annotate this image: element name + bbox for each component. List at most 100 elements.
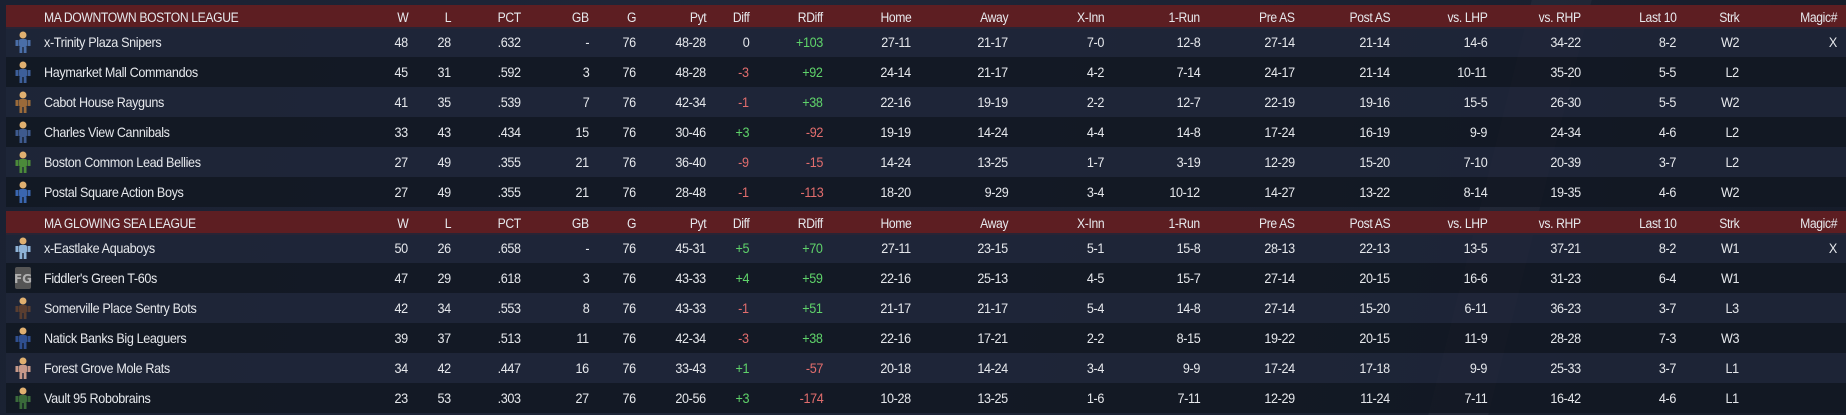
aquaboy-mascot-icon xyxy=(11,236,35,260)
team-name[interactable]: Vault 95 Robobrains xyxy=(44,390,151,406)
stat-gb: 7 xyxy=(582,94,589,110)
column-header-l[interactable]: L xyxy=(444,215,452,231)
column-header-home[interactable]: Home xyxy=(880,215,911,231)
column-header-away[interactable]: Away xyxy=(979,215,1008,231)
column-header-rdiff[interactable]: RDiff xyxy=(798,9,823,25)
stat-pre-as: 28-13 xyxy=(1264,240,1296,256)
column-header-pct[interactable]: PCT xyxy=(497,9,522,25)
stat-vs-lhp: 9-9 xyxy=(1469,124,1488,140)
stat-strk: W2 xyxy=(1720,184,1740,200)
stat-l: 43 xyxy=(437,124,452,140)
stat-l: 53 xyxy=(437,390,452,406)
column-header-vs-rhp[interactable]: vs. RHP xyxy=(1538,9,1581,25)
column-header-last-10[interactable]: Last 10 xyxy=(1638,215,1677,231)
column-header-x-inn[interactable]: X-Inn xyxy=(1076,215,1105,231)
stat-l: 42 xyxy=(437,360,452,376)
column-header-gb[interactable]: GB xyxy=(572,9,589,25)
stat-l: 34 xyxy=(437,300,452,316)
stat-1-run: 14-8 xyxy=(1176,300,1200,316)
team-row[interactable]: Boston Common Lead Bellies 27 49 .355 21 76 36… xyxy=(6,147,1846,177)
stat-home: 19-19 xyxy=(880,124,912,140)
team-row[interactable]: Vault 95 Robobrains 23 53 .303 27 76 20-56 +3 -1… xyxy=(6,383,1846,413)
stat-strk: W2 xyxy=(1720,34,1740,50)
column-header-pyt[interactable]: Pyt xyxy=(689,215,707,231)
team-name[interactable]: Forest Grove Mole Rats xyxy=(44,360,170,376)
column-header-post-as[interactable]: Post AS xyxy=(1349,9,1390,25)
column-header-gb[interactable]: GB xyxy=(572,215,589,231)
team-name[interactable]: x-Eastlake Aquaboys xyxy=(44,240,155,256)
column-header-magic[interactable]: Magic# xyxy=(1799,215,1837,231)
column-header-away[interactable]: Away xyxy=(979,9,1008,25)
team-name[interactable]: Cabot House Rayguns xyxy=(44,94,164,110)
team-row[interactable]: Somerville Place Sentry Bots 42 34 .553 8 76 4… xyxy=(6,293,1846,323)
stat-x-inn: 1-6 xyxy=(1086,390,1105,406)
column-header-diff[interactable]: Diff xyxy=(732,215,749,231)
column-header-pct[interactable]: PCT xyxy=(497,215,522,231)
stat-vs-lhp: 16-6 xyxy=(1463,270,1487,286)
stat-away: 17-21 xyxy=(977,330,1009,346)
team-name[interactable]: Postal Square Action Boys xyxy=(44,184,184,200)
stat-home: 20-18 xyxy=(880,360,912,376)
stat-vs-lhp: 6-11 xyxy=(1464,300,1487,316)
column-header-w[interactable]: W xyxy=(396,215,408,231)
stat-post-as: 15-20 xyxy=(1359,300,1391,316)
column-header-pyt[interactable]: Pyt xyxy=(689,9,707,25)
stat-post-as: 19-16 xyxy=(1359,94,1391,110)
stat-g: 76 xyxy=(622,64,637,80)
team-name[interactable]: Somerville Place Sentry Bots xyxy=(44,300,197,316)
column-header-rdiff[interactable]: RDiff xyxy=(798,215,823,231)
column-header-magic[interactable]: Magic# xyxy=(1799,9,1837,25)
stat-g: 76 xyxy=(622,240,637,256)
column-header-w[interactable]: W xyxy=(396,9,408,25)
column-header-diff[interactable]: Diff xyxy=(732,9,749,25)
team-name[interactable]: Fiddler's Green T-60s xyxy=(44,270,157,286)
column-header-l[interactable]: L xyxy=(444,9,452,25)
column-header-1-run[interactable]: 1-Run xyxy=(1168,9,1201,25)
team-row[interactable]: Cabot House Rayguns 41 35 .539 7 76 42-34 -1 +38… xyxy=(6,87,1846,117)
column-header-post-as[interactable]: Post AS xyxy=(1349,215,1390,231)
stat-pyt: 36-40 xyxy=(675,154,707,170)
column-header-last-10[interactable]: Last 10 xyxy=(1638,9,1677,25)
team-row[interactable]: Forest Grove Mole Rats 34 42 .447 16 76 33-43 +… xyxy=(6,353,1846,383)
team-row[interactable]: Haymarket Mall Commandos 45 31 .592 3 76 48-28… xyxy=(6,57,1846,87)
team-name[interactable]: x-Trinity Plaza Snipers xyxy=(44,34,162,50)
column-header-1-run[interactable]: 1-Run xyxy=(1168,215,1201,231)
column-header-vs-rhp[interactable]: vs. RHP xyxy=(1538,215,1581,231)
team-row[interactable]: x-Trinity Plaza Snipers 48 28 .632 - 76 48-28 0… xyxy=(6,27,1846,57)
team-name[interactable]: Charles View Cannibals xyxy=(44,124,170,140)
stat-w: 34 xyxy=(394,360,409,376)
team-name[interactable]: Haymarket Mall Commandos xyxy=(44,64,198,80)
column-header-pre-as[interactable]: Pre AS xyxy=(1259,9,1295,25)
lead-belly-mascot-icon xyxy=(11,150,35,174)
team-name[interactable]: Boston Common Lead Bellies xyxy=(44,154,201,170)
stat-1-run: 8-15 xyxy=(1176,330,1200,346)
stat-vs-rhp: 20-39 xyxy=(1550,154,1582,170)
team-name[interactable]: Natick Banks Big Leaguers xyxy=(44,330,187,346)
team-row[interactable]: x-Eastlake Aquaboys 50 26 .658 - 76 45-31 +5 +70… xyxy=(6,233,1846,263)
column-header-home[interactable]: Home xyxy=(880,9,911,25)
stat-pyt: 42-34 xyxy=(675,94,707,110)
stat-strk: L3 xyxy=(1725,300,1740,316)
stat-g: 76 xyxy=(622,360,637,376)
column-header-pre-as[interactable]: Pre AS xyxy=(1259,215,1295,231)
stat-gb: 16 xyxy=(575,360,590,376)
column-header-vs-lhp[interactable]: vs. LHP xyxy=(1446,9,1487,25)
team-row[interactable]: Postal Square Action Boys 27 49 .355 21 76 28-… xyxy=(6,177,1846,207)
stat-gb: 3 xyxy=(582,270,589,286)
stat-vs-lhp: 7-10 xyxy=(1463,154,1487,170)
stat-vs-lhp: 13-5 xyxy=(1463,240,1487,256)
stat-away: 21-17 xyxy=(977,300,1009,316)
column-header-x-inn[interactable]: X-Inn xyxy=(1076,9,1105,25)
column-header-vs-lhp[interactable]: vs. LHP xyxy=(1446,215,1487,231)
column-header-g[interactable]: G xyxy=(626,215,636,231)
team-row[interactable]: Charles View Cannibals 33 43 .434 15 76 30-46 +… xyxy=(6,117,1846,147)
stat-vs-lhp: 7-11 xyxy=(1464,390,1487,406)
column-header-strk[interactable]: Strk xyxy=(1718,215,1740,231)
team-row[interactable]: Natick Banks Big Leaguers 39 37 .513 11 76 42-… xyxy=(6,323,1846,353)
stat-pyt: 30-46 xyxy=(675,124,707,140)
team-row[interactable]: FG Fiddler's Green T-60s 47 29 .618 3 76 43-33 +… xyxy=(6,263,1846,293)
stat-diff: +3 xyxy=(735,390,749,406)
column-header-g[interactable]: G xyxy=(626,9,636,25)
column-header-strk[interactable]: Strk xyxy=(1718,9,1740,25)
action-boy-mascot-icon xyxy=(11,180,35,204)
